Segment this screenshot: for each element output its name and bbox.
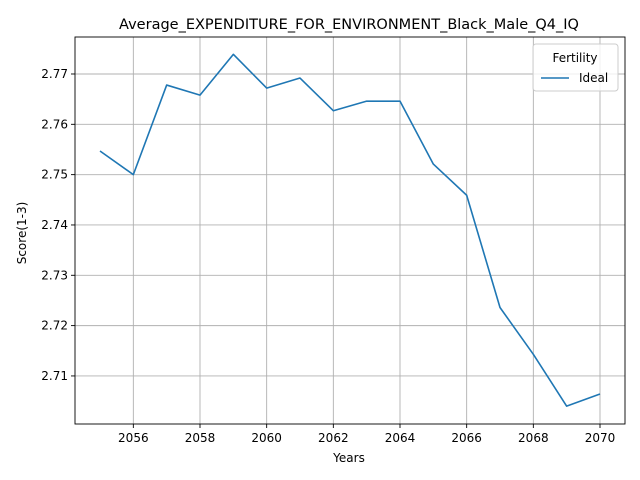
y-axis: 2.71 2.72 2.73 2.74 2.75 2.76 2.77 xyxy=(41,67,75,383)
legend: Fertility Ideal xyxy=(532,43,619,92)
x-tick-label: 2068 xyxy=(518,431,549,445)
x-tick-label: 2062 xyxy=(318,431,349,445)
x-tick-label: 2064 xyxy=(385,431,416,445)
y-tick-label: 2.76 xyxy=(41,117,68,131)
y-tick-label: 2.75 xyxy=(41,168,68,182)
x-tick-label: 2060 xyxy=(251,431,282,445)
y-axis-label: Score(1-3) xyxy=(15,202,29,265)
y-tick-label: 2.73 xyxy=(41,268,68,282)
y-tick-label: 2.72 xyxy=(41,319,68,333)
x-axis-label: Years xyxy=(332,451,365,465)
x-axis: 2056 2058 2060 2062 2064 2066 2068 2070 xyxy=(118,424,615,445)
y-tick-label: 2.74 xyxy=(41,218,68,232)
x-tick-label: 2056 xyxy=(118,431,149,445)
x-tick-label: 2066 xyxy=(451,431,482,445)
y-tick-label: 2.71 xyxy=(41,369,68,383)
legend-title: Fertility xyxy=(552,51,597,65)
y-tick-label: 2.77 xyxy=(41,67,68,81)
legend-label-ideal: Ideal xyxy=(579,71,608,85)
chart-title: Average_EXPENDITURE_FOR_ENVIRONMENT_Blac… xyxy=(119,17,579,33)
series-line-ideal xyxy=(99,53,601,407)
legend-box xyxy=(532,43,619,92)
plot-frame xyxy=(74,36,626,425)
grid-lines xyxy=(75,37,625,424)
x-tick-label: 2058 xyxy=(185,431,216,445)
series-layer xyxy=(99,53,601,407)
x-tick-label: 2070 xyxy=(585,431,616,445)
